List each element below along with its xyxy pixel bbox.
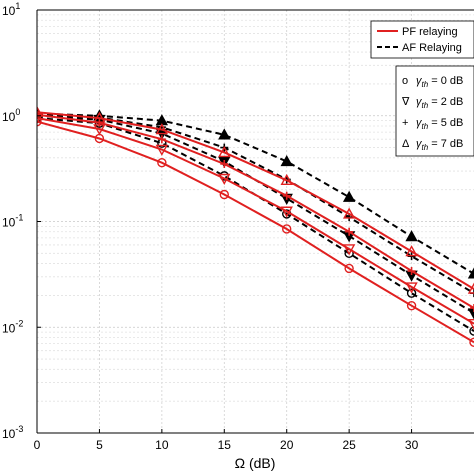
triangle-up-marker: [467, 267, 474, 279]
circle-marker: [219, 189, 229, 200]
triangle-down-marker: [467, 319, 474, 331]
plus-marker: [470, 304, 474, 313]
marker-legend-box: [395, 65, 474, 157]
x-tick-label: 5: [96, 438, 103, 452]
plus-marker: [157, 135, 166, 144]
series-layer: [37, 105, 474, 348]
triangle-up-marker: [342, 190, 356, 202]
pf-series: [37, 110, 474, 313]
pf-series-line: [37, 113, 474, 309]
y-tick-label: 10-3: [2, 424, 23, 441]
plus-marker: [220, 159, 229, 168]
x-tick-label: 0: [34, 438, 41, 452]
x-axis-label: Ω (dB): [235, 455, 276, 471]
triangle-up-marker: [342, 207, 356, 219]
y-tick-label: 100: [2, 107, 20, 124]
triangle-down-marker: [280, 206, 293, 218]
triangle-up-marker: [280, 173, 293, 186]
y-tick-label: 101: [2, 1, 20, 18]
marker-legend: o γth = 0 dB ∇ γth = 2 dB + γth = 5 dB Δ γth = …: [395, 65, 474, 157]
plus-marker: [345, 227, 354, 236]
circle-marker: [157, 157, 167, 168]
marker-legend-label: γth = 0 dB: [416, 75, 463, 89]
circle-marker: [344, 263, 354, 274]
triangle-down-marker: [37, 113, 44, 125]
triangle-up-marker: [280, 154, 293, 167]
triangle-up-marker: [218, 128, 231, 140]
circle-marker: [406, 288, 417, 298]
plus-marker: [407, 267, 416, 276]
marker-legend-glyph: o: [402, 75, 408, 87]
marker-legend-glyph: Δ: [402, 138, 410, 150]
line-legend-label: PF relaying: [402, 26, 458, 38]
pf-series: [37, 113, 474, 331]
triangle-up-marker: [37, 105, 44, 117]
marker-legend-glyph: ∇: [401, 96, 410, 108]
triangle-up-marker: [405, 245, 418, 257]
triangle-down-marker: [467, 308, 474, 320]
line-style-legend: PF relaying AF Relaying: [370, 20, 474, 59]
triangle-up-marker: [155, 123, 169, 135]
pf-series-line: [37, 117, 474, 325]
pf-series-line: [37, 120, 474, 344]
triangle-up-marker: [405, 230, 418, 242]
triangle-down-marker: [342, 244, 356, 256]
pf-series: [37, 105, 474, 294]
tick-labels: 0 5 10 15 20 25 30 10-3 10-2 10-1 100 101: [2, 1, 419, 452]
triangle-up-marker: [467, 282, 474, 294]
line-legend-label: AF Relaying: [402, 42, 462, 54]
x-tick-label: 10: [155, 438, 169, 452]
af-series-line: [37, 112, 474, 275]
circle-marker: [406, 300, 417, 311]
circle-marker: [469, 326, 474, 336]
plus-marker: [37, 110, 41, 119]
pf-series-line: [37, 111, 474, 290]
marker-legend-label: γth = 5 dB: [416, 117, 463, 131]
triangle-up-marker: [93, 111, 106, 123]
triangle-down-marker: [218, 173, 231, 185]
marker-legend-glyph: +: [402, 117, 408, 129]
marker-legend-label: γth = 7 dB: [416, 138, 463, 152]
x-tick-label: 20: [280, 438, 294, 452]
marker-legend-label: γth = 2 dB: [416, 96, 463, 110]
x-tick-label: 15: [218, 438, 232, 452]
triangle-down-marker: [155, 144, 169, 156]
x-tick-label: 25: [342, 438, 356, 452]
line-legend-box: [370, 20, 474, 59]
af-series: [37, 107, 474, 279]
circle-marker: [37, 116, 42, 127]
y-tick-label: 10-1: [2, 213, 23, 230]
y-tick-label: 10-2: [2, 318, 23, 335]
circle-marker: [469, 337, 474, 348]
x-tick-label: 30: [405, 438, 419, 452]
circle-marker: [282, 224, 292, 234]
triangle-up-marker: [218, 145, 231, 158]
triangle-down-marker: [405, 282, 418, 294]
plus-marker: [282, 191, 291, 200]
